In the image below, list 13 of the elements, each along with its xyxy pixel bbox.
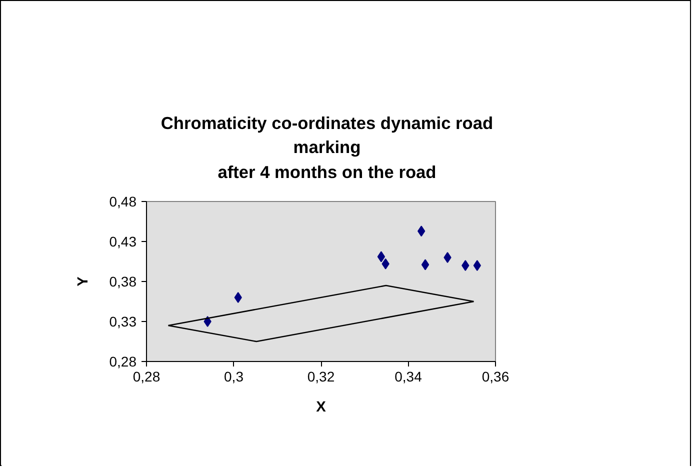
x-tick-label: 0,28 [132, 368, 160, 384]
x-axis-title: X [316, 400, 326, 416]
x-tick-label: 0,3 [224, 368, 244, 384]
y-tick-label: 0,33 [109, 314, 137, 330]
y-tick-label: 0,38 [109, 274, 137, 290]
y-axis-title: Y [75, 276, 92, 286]
y-tick-label: 0,48 [109, 194, 137, 210]
y-tick-label: 0,28 [109, 354, 137, 370]
y-tick-label: 0,43 [109, 234, 137, 250]
x-tick-label: 0,34 [394, 368, 422, 384]
chart-title: Chromaticity co-ordinates dynamic road marking after 4 months on the road [160, 112, 494, 184]
x-tick-label: 0,36 [482, 368, 510, 384]
x-tick-label: 0,32 [307, 368, 335, 384]
